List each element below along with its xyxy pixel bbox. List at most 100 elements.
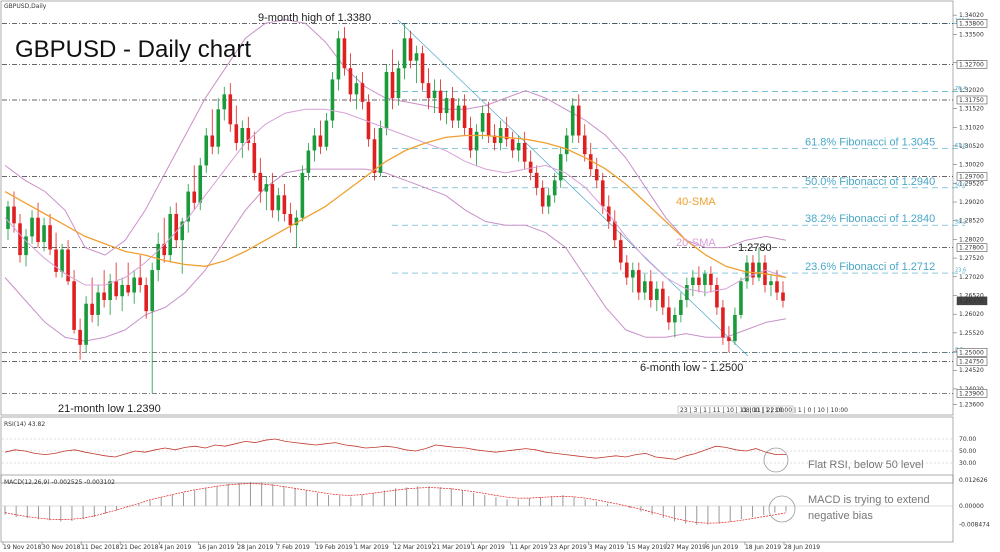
candle-body <box>582 135 587 155</box>
candle-body <box>546 195 551 207</box>
rsi-tick-label: 30.00 <box>959 460 976 467</box>
candle-body <box>667 307 671 323</box>
candle-body <box>474 131 479 151</box>
candle-body <box>174 213 179 241</box>
rsi-tick-label: 50.00 <box>959 448 976 455</box>
candle-body <box>486 113 491 136</box>
candle-body <box>462 105 467 129</box>
x-tick-label: 15 May 2019 <box>628 544 667 551</box>
candle-body <box>258 172 263 192</box>
date-stamp-1: 23 | 3 | 1 | 11 | 10 | 11 | 11 | 22:00 <box>680 407 784 414</box>
price-marker-label: 1.27800 <box>959 245 984 252</box>
candle-body <box>66 249 70 282</box>
candle-body <box>631 270 635 278</box>
candle-body <box>649 281 653 300</box>
x-tick-label: 19 Nov 2018 <box>3 544 42 551</box>
candle-body <box>84 303 88 345</box>
annotation-21-month-low: 21-month low 1.2390 <box>58 403 161 415</box>
bollinger-lower <box>4 168 787 342</box>
candle-body <box>751 262 755 278</box>
date-stamp-box: 23 | 3 | 1 | 11 | 10 | 11 | 11 | 22:00 0… <box>677 405 848 414</box>
candle-body <box>721 307 725 338</box>
price-marker-label: 1.31750 <box>959 97 984 104</box>
candle-body <box>72 281 76 330</box>
candle-body <box>144 285 148 312</box>
candle-body <box>727 337 731 342</box>
candle-body <box>300 172 305 218</box>
rsi-panel <box>0 416 954 484</box>
candle-body <box>186 191 191 222</box>
candle-body <box>414 53 419 61</box>
y-tick-label: 1.25520 <box>959 330 984 337</box>
candle-body <box>775 281 779 293</box>
x-tick-label: 23 Apr 2019 <box>550 544 587 551</box>
candle-body <box>348 68 353 95</box>
x-tick-label: 1 Mar 2019 <box>354 544 388 551</box>
y-tick-label: 1.33500 <box>959 32 984 39</box>
y-tick-label: 1.28020 <box>959 236 984 243</box>
candle-body <box>456 105 461 121</box>
bollinger-bands <box>4 19 787 342</box>
price-marker-box <box>956 348 988 357</box>
y-tick-label: 1.28520 <box>959 218 984 225</box>
candle-body <box>408 38 413 61</box>
candle-body <box>733 314 737 342</box>
candle-body <box>372 139 377 173</box>
annotation-9-month-high: 9-month high of 1.3380 <box>258 12 371 24</box>
candle-body <box>709 273 713 286</box>
price-marker-label: 1.23900 <box>959 390 984 397</box>
macd-annotation-line1: MACD is trying to extend <box>808 494 930 506</box>
y-tick-label: 1.29020 <box>959 199 984 206</box>
candle-body <box>516 142 521 151</box>
candle-body <box>264 184 269 192</box>
candle-body <box>318 135 323 147</box>
price-marker-label: 1.29700 <box>959 174 984 181</box>
y-tick-label: 1.31020 <box>959 124 984 131</box>
candle-body <box>576 105 581 136</box>
x-tick-label: 19 Feb 2019 <box>315 544 353 551</box>
candle-body <box>769 281 773 286</box>
candle-body <box>450 98 455 121</box>
candle-body <box>420 53 425 84</box>
symbol-label: GBPUSD,Daily <box>4 3 47 10</box>
x-tick-label: 21 Mar 2019 <box>433 544 471 551</box>
price-marker-box <box>956 389 988 398</box>
x-tick-label: 16 Jan 2019 <box>198 544 234 551</box>
sma-20-line <box>4 108 787 294</box>
candle-body <box>360 83 365 102</box>
candle-body <box>306 150 311 173</box>
candle-body <box>102 292 106 300</box>
candle-body <box>570 105 575 136</box>
candle-body <box>12 206 16 224</box>
price-marker-box <box>956 60 988 69</box>
candle-body <box>492 135 497 143</box>
price-panel <box>0 0 954 416</box>
rsi-annotation: Flat RSI, below 50 level <box>808 459 924 471</box>
candle-body <box>534 172 539 188</box>
candle-body <box>336 38 341 80</box>
candle-body <box>210 135 215 147</box>
candle-body <box>588 154 593 170</box>
macd-indicator: 0.012626 0.00000 -0.008474 <box>2 477 990 529</box>
candle-body <box>216 109 221 147</box>
candle-body <box>643 281 647 293</box>
candle-body <box>282 195 287 214</box>
candle-body <box>114 281 118 297</box>
x-tick-label: 11 Apr 2019 <box>511 544 548 551</box>
candle-body <box>150 270 154 312</box>
y-tick-label: 1.32020 <box>959 87 984 94</box>
candle-body <box>618 240 623 263</box>
price-marker-box <box>956 172 988 181</box>
fib-ratio-label: 23.6 <box>955 268 966 274</box>
candle-body <box>498 128 503 143</box>
candle-body <box>120 285 124 297</box>
macd-annotation-line2: negative bias <box>808 510 873 522</box>
annotation-6-month-low: 6-month low - 1.2500 <box>640 362 743 374</box>
candle-body <box>6 206 10 229</box>
label-20-sma: 20-SMA <box>676 237 716 249</box>
fib-ratio-label: 50.0 <box>955 182 966 188</box>
y-tick-label: 1.27020 <box>959 274 984 281</box>
x-tick-label: 21 Dec 2018 <box>120 544 159 551</box>
